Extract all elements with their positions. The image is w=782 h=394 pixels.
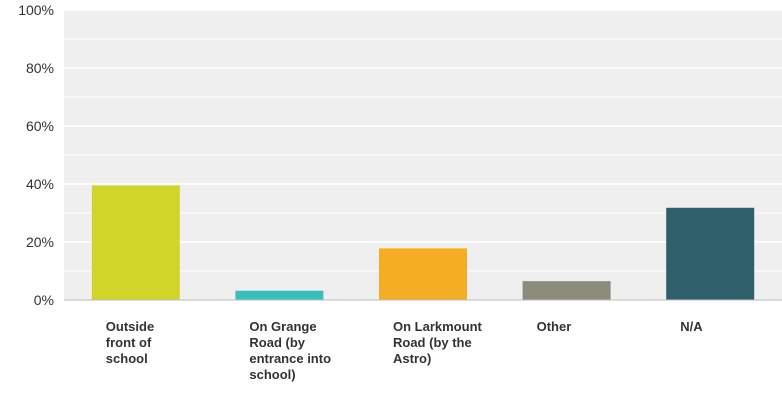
bar [91, 185, 180, 300]
gridlines [64, 9, 782, 272]
bar [379, 248, 467, 300]
bar [666, 207, 755, 300]
bar [522, 281, 611, 300]
y-tick-label: 0% [34, 292, 54, 308]
y-tick-label: 40% [26, 176, 54, 192]
x-category-label: Other [537, 319, 572, 334]
x-axis-labels: Outside front of school On Grange Road (by en… [106, 319, 703, 382]
bar [235, 290, 324, 300]
x-category-label: On Larkmount Road (by the Astro) [393, 319, 483, 366]
x-category-label: N/A [680, 319, 703, 334]
y-tick-label: 80% [26, 60, 54, 76]
x-category-label: Outside front of school [106, 319, 154, 366]
y-tick-label: 60% [26, 118, 54, 134]
y-axis-ticks: 0% 20% 40% 60% 80% 100% [18, 2, 54, 308]
y-tick-label: 100% [18, 2, 54, 18]
y-tick-label: 20% [26, 234, 54, 250]
x-category-label: On Grange Road (by entrance into school) [249, 319, 331, 382]
bars [91, 185, 755, 300]
